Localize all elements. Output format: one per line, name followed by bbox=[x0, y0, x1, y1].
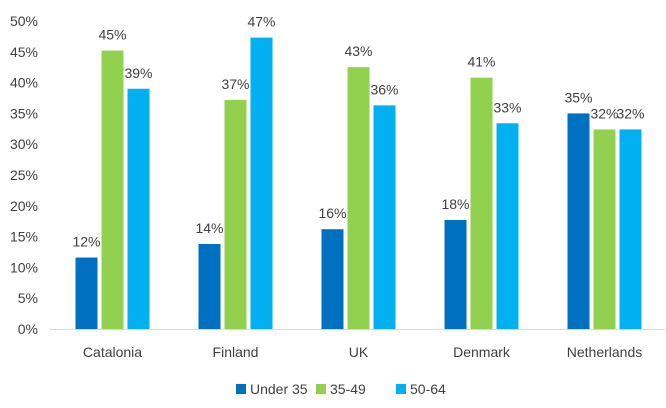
x-category-label: Catalonia bbox=[83, 344, 142, 360]
bar bbox=[444, 219, 467, 329]
y-tick-label: 30% bbox=[10, 136, 38, 152]
data-label: 14% bbox=[195, 220, 223, 236]
y-tick-label: 5% bbox=[18, 290, 38, 306]
y-tick-label: 25% bbox=[10, 167, 38, 183]
legend-swatch bbox=[236, 384, 246, 394]
y-tick-label: 45% bbox=[10, 44, 38, 60]
legend-swatch bbox=[396, 384, 406, 394]
y-tick-label: 40% bbox=[10, 75, 38, 91]
x-category-label: Finland bbox=[213, 344, 259, 360]
y-tick-label: 0% bbox=[18, 321, 38, 337]
data-label: 45% bbox=[98, 27, 126, 43]
y-axis: 0% 5% 10% 15% 20% 25% 30% 35% 40% 45% 50% bbox=[10, 13, 38, 337]
data-label: 37% bbox=[221, 76, 249, 92]
x-category-label: UK bbox=[349, 344, 369, 360]
data-label: 18% bbox=[441, 196, 469, 212]
legend-swatch bbox=[316, 384, 326, 394]
x-axis: Catalonia Finland UK Denmark Netherlands bbox=[83, 344, 642, 360]
legend-label: 50-64 bbox=[410, 381, 446, 397]
data-label: 32% bbox=[590, 105, 618, 121]
data-label: 32% bbox=[616, 105, 644, 121]
bar bbox=[224, 99, 247, 330]
y-tick-label: 15% bbox=[10, 229, 38, 245]
x-category-label: Denmark bbox=[453, 344, 511, 360]
data-label: 47% bbox=[247, 14, 275, 30]
data-label: 36% bbox=[370, 81, 398, 97]
bar bbox=[470, 77, 493, 329]
data-label: 41% bbox=[467, 54, 495, 70]
bar bbox=[347, 67, 370, 329]
bar bbox=[567, 113, 590, 330]
bar bbox=[619, 129, 642, 329]
legend-label: 35-49 bbox=[330, 381, 366, 397]
y-tick-label: 10% bbox=[10, 259, 38, 275]
bars bbox=[75, 37, 642, 330]
data-label: 39% bbox=[124, 65, 152, 81]
data-labels: 12%45%39%14%37%47%16%43%36%18%41%33%35%3… bbox=[72, 14, 644, 250]
data-label: 12% bbox=[72, 234, 100, 250]
x-category-label: Netherlands bbox=[567, 344, 643, 360]
legend-label: Under 35 bbox=[250, 381, 308, 397]
data-label: 16% bbox=[318, 205, 346, 221]
y-tick-label: 20% bbox=[10, 198, 38, 214]
bar bbox=[321, 229, 344, 329]
bar bbox=[593, 129, 616, 329]
bar bbox=[127, 88, 150, 329]
data-label: 35% bbox=[564, 89, 592, 105]
bar bbox=[496, 123, 519, 329]
y-tick-label: 50% bbox=[10, 13, 38, 29]
data-label: 33% bbox=[493, 99, 521, 115]
data-label: 43% bbox=[344, 43, 372, 59]
legend: Under 35 35-49 50-64 bbox=[236, 381, 446, 397]
y-tick-label: 35% bbox=[10, 105, 38, 121]
bar bbox=[75, 257, 98, 329]
bar bbox=[101, 50, 124, 330]
bar bbox=[198, 243, 221, 329]
bar bbox=[373, 105, 396, 329]
bar bbox=[250, 37, 273, 330]
